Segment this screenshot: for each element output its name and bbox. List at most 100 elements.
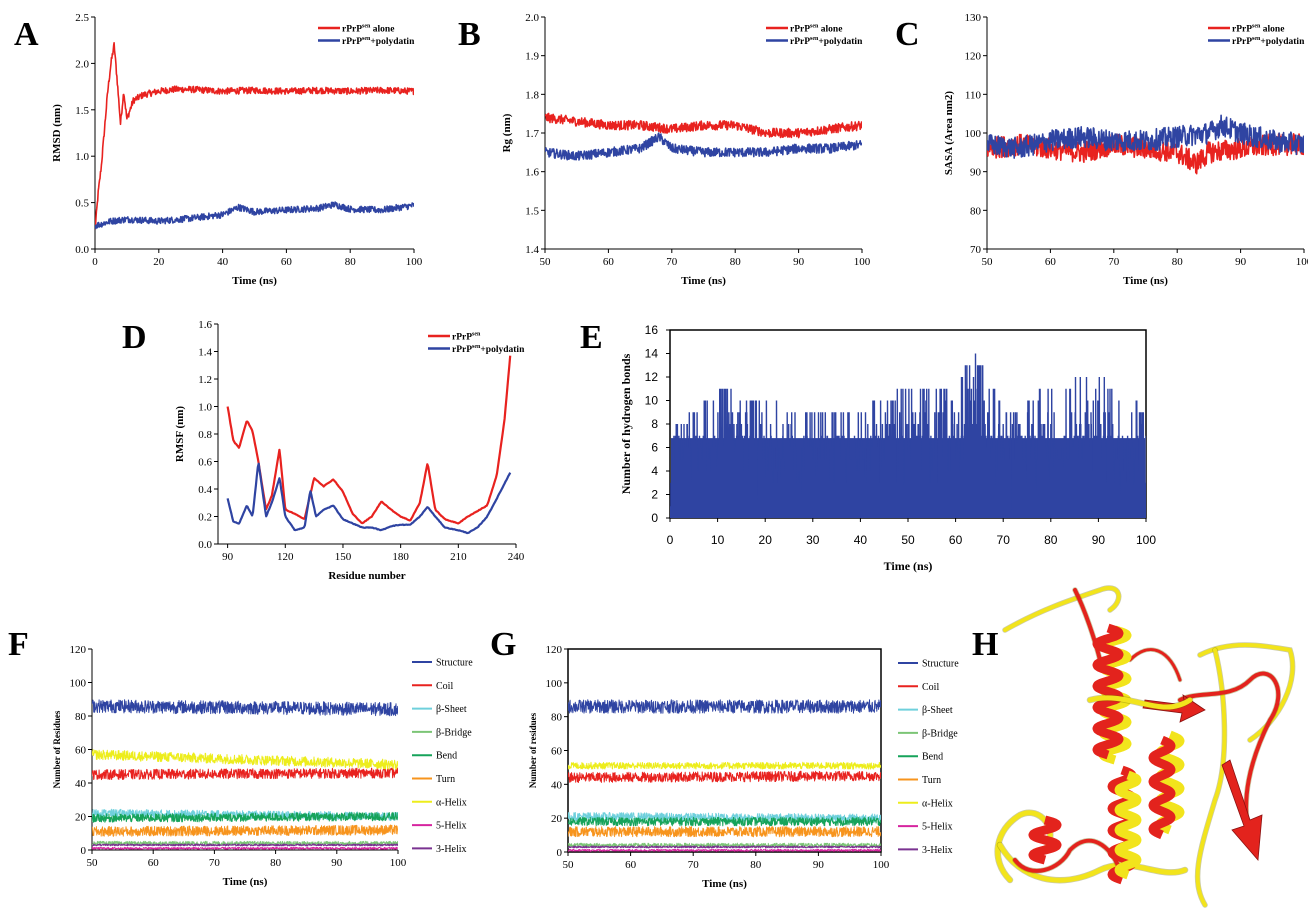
legend-entry: Coil (436, 681, 453, 692)
y-tick-label: 100 (546, 678, 563, 690)
panel-label: E (580, 319, 603, 356)
loop-yellow (997, 842, 1188, 883)
y-tick-label: 60 (551, 746, 563, 758)
series-line--helix (92, 749, 398, 770)
legend-entry: rPrPsen alone (790, 24, 842, 35)
x-tick-label: 90 (1235, 256, 1247, 268)
y-tick-label: 90 (970, 167, 982, 179)
legend-entry: rPrPsen+polydatin (1232, 36, 1305, 47)
y-tick-label: 1.6 (525, 167, 539, 179)
x-axis-title: Time (ns) (1123, 275, 1168, 287)
x-axis-title: Time (ns) (223, 876, 268, 888)
series-line-rprpsen (226, 355, 512, 525)
y-tick-label: 80 (970, 205, 982, 217)
helix-red (1148, 735, 1176, 840)
y-tick-label: 4 (651, 464, 658, 478)
y-tick-label: 1.6 (198, 319, 212, 331)
chart-panel-a: A 0 20 40 60 80 100 0.0 0.5 1.0 1.5 2.0 2.5 Time (ns)… (14, 12, 423, 287)
x-tick-label: 50 (87, 857, 99, 869)
y-tick-label: 14 (645, 347, 659, 361)
series-line-3-helix (92, 843, 398, 847)
y-tick-label: 1.0 (75, 151, 89, 163)
legend-entry: rPrPsen+polydatin (342, 36, 415, 47)
series-line-bend (568, 816, 881, 827)
series-line-structure (568, 699, 881, 714)
panel-label: H (972, 626, 998, 663)
panel-label: A (14, 16, 39, 53)
y-tick-label: 6 (651, 441, 658, 455)
beta-strand-arrow (1221, 759, 1263, 861)
legend-entry: Bend (922, 752, 943, 763)
x-tick-label: 80 (270, 857, 282, 869)
x-tick-label: 100 (1136, 533, 1156, 547)
y-tick-label: 1.7 (525, 128, 539, 140)
y-tick-label: 130 (965, 12, 982, 24)
chart-panel-f: F 50 60 70 80 90 100 0 20 40 60 80 100 120 Time (ns) Nu… (8, 626, 473, 888)
x-tick-label: 60 (1045, 256, 1057, 268)
x-tick-label: 50 (901, 533, 915, 547)
y-axis-title: Number of hydrogen bonds (619, 353, 633, 494)
x-tick-label: 60 (281, 256, 293, 268)
loop-red-shadow (1177, 670, 1281, 843)
x-tick-label: 80 (345, 256, 357, 268)
y-tick-label: 20 (75, 812, 87, 824)
legend-entry: rPrPsen (452, 332, 481, 343)
x-tick-label: 70 (688, 859, 700, 871)
x-tick-label: 30 (806, 533, 820, 547)
series-line-rprpsen-polydatin (95, 201, 414, 230)
y-tick-label: 70 (970, 244, 982, 256)
y-tick-label: 1.5 (525, 205, 539, 217)
legend-entry: rPrPsen+polydatin (452, 344, 525, 355)
loop-red (1128, 648, 1182, 682)
y-tick-label: 16 (645, 323, 659, 337)
x-tick-label: 210 (450, 551, 467, 563)
y-tick-label: 0.4 (198, 484, 212, 496)
legend-entry: rPrPsen alone (342, 24, 394, 35)
y-tick-label: 8 (651, 417, 658, 431)
panel-label: G (490, 626, 516, 663)
legend-entry: rPrPsen alone (1232, 24, 1284, 35)
x-tick-label: 10 (711, 533, 725, 547)
legend-entry: Turn (922, 775, 941, 786)
y-tick-label: 0.5 (75, 198, 89, 210)
x-tick-label: 100 (406, 256, 423, 268)
series-line-rprpsen-alone (95, 42, 414, 230)
series-line-structure (92, 699, 398, 717)
series-line-coil (92, 767, 398, 781)
y-tick-label: 100 (965, 128, 982, 140)
chart-panel-g: G 50 60 70 80 90 100 0 20 40 60 80 100 120 Time (ns) Nu… (490, 626, 959, 890)
x-tick-label: 80 (1044, 533, 1058, 547)
loop-yellow (1195, 648, 1227, 907)
x-tick-label: 60 (949, 533, 963, 547)
x-tick-label: 90 (1092, 533, 1106, 547)
x-tick-label: 20 (153, 256, 165, 268)
loop-yellow (1087, 695, 1193, 710)
x-tick-label: 90 (331, 857, 343, 869)
x-tick-label: 40 (854, 533, 868, 547)
x-tick-label: 40 (217, 256, 229, 268)
legend-entry: α-Helix (436, 797, 467, 808)
legend-entry: 5-Helix (922, 822, 953, 833)
loop-red (1178, 671, 1281, 842)
y-tick-label: 120 (965, 51, 982, 63)
y-tick-label: 0 (81, 845, 87, 857)
series-line-rprpsen-polydatin (987, 114, 1304, 159)
chart-panel-e: E 0 10 20 30 40 50 60 70 80 90 100 0 2 4 6 8 10 12 14 16 Time… (580, 319, 1156, 573)
chart-panel-c: C 50 60 70 80 90 100 70 80 90 100 110 120 130 Time (ns… (895, 12, 1308, 287)
x-tick-label: 60 (603, 256, 615, 268)
helix-red (1092, 623, 1124, 760)
x-axis-title: Residue number (328, 570, 405, 582)
series-line-rprpsen-polydatin (545, 132, 862, 161)
y-axis-title: SASA (Area nm2) (943, 91, 955, 175)
x-tick-label: 20 (759, 533, 773, 547)
y-tick-label: 2.5 (75, 12, 89, 24)
y-axis-title: Number of Residues (52, 710, 62, 788)
x-tick-label: 60 (625, 859, 637, 871)
x-tick-label: 50 (540, 256, 552, 268)
series-line-hbonds (670, 353, 1146, 518)
series-line-rprpsen-alone (545, 112, 862, 139)
y-tick-label: 1.0 (198, 402, 212, 414)
legend-entry: 5-Helix (436, 821, 467, 832)
y-tick-label: 0.0 (198, 539, 212, 551)
x-axis-title: Time (ns) (232, 275, 277, 287)
